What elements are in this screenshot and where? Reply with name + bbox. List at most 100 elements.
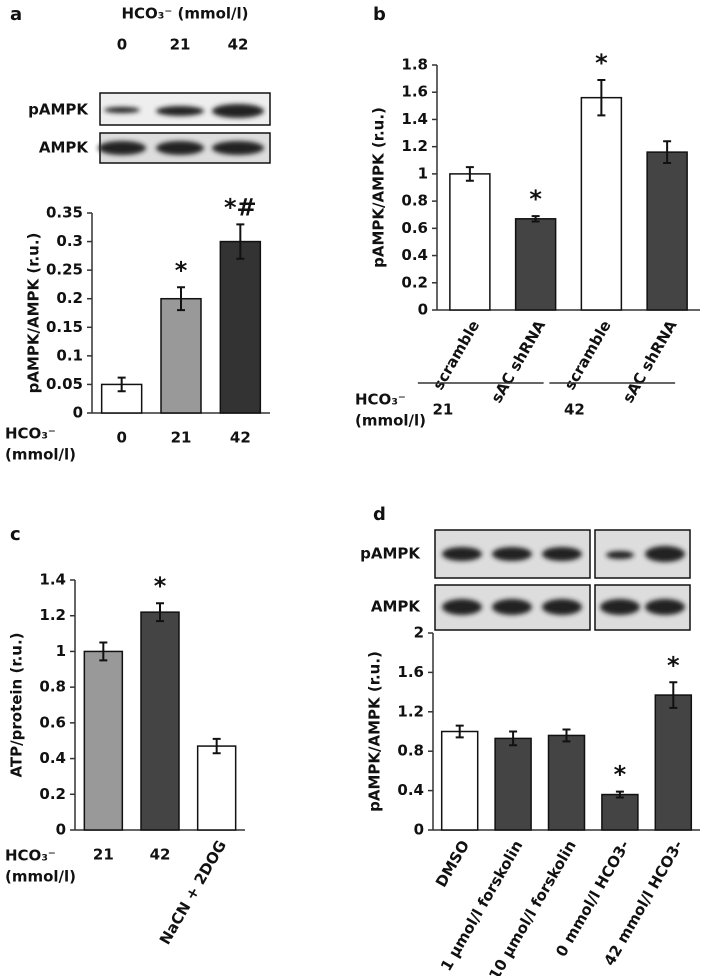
y-tick-label: 1 bbox=[56, 642, 66, 660]
bar bbox=[547, 734, 586, 831]
y-tick-label: 2 bbox=[414, 624, 424, 642]
annotation: * bbox=[529, 185, 542, 213]
x-group-label: (mmol/l) bbox=[5, 868, 76, 886]
panel-label: c bbox=[10, 524, 21, 545]
annotation: * bbox=[614, 761, 627, 789]
y-tick-label: 1.2 bbox=[397, 702, 424, 720]
x-group-label: HCO₃⁻ bbox=[355, 391, 406, 409]
x-tick-label: sAC shRNA bbox=[487, 317, 549, 406]
y-tick-label: 1.6 bbox=[401, 83, 428, 101]
bar bbox=[601, 793, 639, 831]
error-bar bbox=[212, 737, 221, 755]
y-tick-label: 0.2 bbox=[401, 273, 428, 291]
bar bbox=[494, 737, 532, 831]
blot-d bbox=[434, 529, 691, 631]
x-tick-label: scramble bbox=[429, 317, 483, 393]
error-bar bbox=[597, 78, 606, 117]
error-bar bbox=[531, 215, 540, 223]
x-group-label: HCO₃⁻ bbox=[5, 847, 56, 865]
x-tick-label: 21 bbox=[171, 429, 192, 447]
bar bbox=[219, 240, 262, 414]
x-group-label: (mmol/l) bbox=[5, 446, 76, 464]
x-group-label: HCO₃⁻ bbox=[5, 425, 56, 443]
x-tick-label: 0 bbox=[116, 429, 126, 447]
annotation: * bbox=[667, 651, 680, 679]
y-axis-label: pAMPK/AMPK (r.u.) bbox=[366, 651, 384, 812]
y-tick-label: 0.1 bbox=[56, 346, 83, 364]
y-tick-label: 0.6 bbox=[401, 219, 428, 237]
bar bbox=[196, 745, 237, 831]
y-tick-label: 0 bbox=[73, 404, 83, 422]
error-bar bbox=[615, 790, 624, 799]
y-tick-label: 0.35 bbox=[46, 204, 83, 222]
y-tick-label: 1.8 bbox=[401, 56, 428, 74]
annotation: * bbox=[595, 49, 608, 77]
blot-header: HCO₃⁻ (mmol/l) bbox=[121, 5, 248, 23]
error-bar bbox=[455, 724, 464, 739]
y-tick-label: 0.2 bbox=[56, 289, 83, 307]
error-bar bbox=[177, 286, 185, 312]
y-tick-label: 1 bbox=[418, 164, 428, 182]
bar bbox=[580, 96, 623, 311]
error-bar bbox=[562, 728, 571, 743]
y-tick-label: 0.3 bbox=[56, 232, 83, 250]
group-label: 42 bbox=[564, 401, 585, 419]
bar bbox=[440, 730, 479, 831]
y-tick-label: 1.2 bbox=[39, 606, 66, 624]
y-tick-label: 0.2 bbox=[39, 785, 66, 803]
y-tick-label: 0.8 bbox=[397, 742, 424, 760]
error-bar bbox=[117, 376, 126, 393]
bar bbox=[646, 151, 688, 311]
bar bbox=[449, 173, 491, 311]
y-tick-label: 0.4 bbox=[401, 246, 428, 264]
x-group-label: (mmol/l) bbox=[355, 412, 426, 430]
annotation: * bbox=[154, 572, 167, 600]
annotation: *# bbox=[224, 193, 257, 221]
y-tick-label: 0.4 bbox=[397, 781, 424, 799]
y-tick-label: 1.2 bbox=[401, 137, 428, 155]
annotation: * bbox=[175, 256, 188, 284]
x-tick-label: 42 bbox=[230, 429, 251, 447]
panel-label: a bbox=[10, 4, 22, 25]
bar bbox=[83, 650, 124, 831]
panel-label: b bbox=[373, 4, 386, 25]
blot-lane-label: 21 bbox=[170, 36, 191, 54]
x-tick-label: sAC shRNA bbox=[619, 317, 681, 406]
y-tick-label: 1.4 bbox=[401, 110, 428, 128]
y-tick-label: 0.8 bbox=[39, 678, 66, 696]
y-tick-label: 1.4 bbox=[39, 571, 66, 589]
y-axis-label: pAMPK/AMPK (r.u.) bbox=[25, 233, 43, 394]
blot-row-label: AMPK bbox=[39, 139, 90, 157]
error-bar bbox=[465, 166, 474, 182]
bar bbox=[160, 297, 202, 414]
bar bbox=[514, 218, 557, 311]
error-bar bbox=[509, 730, 518, 747]
error-bar bbox=[669, 681, 678, 709]
group-label: 21 bbox=[432, 401, 453, 419]
x-tick-label: DMSO bbox=[432, 837, 473, 890]
x-tick-label: 21 bbox=[93, 846, 114, 864]
error-bar bbox=[663, 140, 672, 164]
y-tick-label: 0 bbox=[56, 821, 66, 839]
y-tick-label: 0.6 bbox=[39, 713, 66, 731]
bar bbox=[654, 694, 693, 831]
y-axis-label: pAMPK/AMPK (r.u.) bbox=[370, 107, 388, 268]
error-bar bbox=[156, 602, 164, 623]
panel-label: d bbox=[373, 504, 386, 525]
y-tick-label: 0.4 bbox=[39, 749, 66, 767]
blot-row-label: pAMPK bbox=[360, 545, 421, 563]
x-tick-label: scramble bbox=[561, 317, 615, 393]
blot-lane-label: 0 bbox=[117, 36, 127, 54]
blot-lane-label: 42 bbox=[228, 36, 249, 54]
blot-row-label: pAMPK bbox=[28, 101, 89, 119]
y-tick-label: 0.8 bbox=[401, 192, 428, 210]
y-tick-label: 1.6 bbox=[397, 663, 424, 681]
error-bar bbox=[236, 223, 245, 260]
blot-row-label: AMPK bbox=[371, 598, 422, 616]
y-tick-label: 0.15 bbox=[46, 318, 83, 336]
y-tick-label: 0.05 bbox=[46, 375, 83, 393]
y-axis-label: ATP/protein (r.u.) bbox=[8, 632, 26, 777]
y-tick-label: 0 bbox=[418, 301, 428, 319]
